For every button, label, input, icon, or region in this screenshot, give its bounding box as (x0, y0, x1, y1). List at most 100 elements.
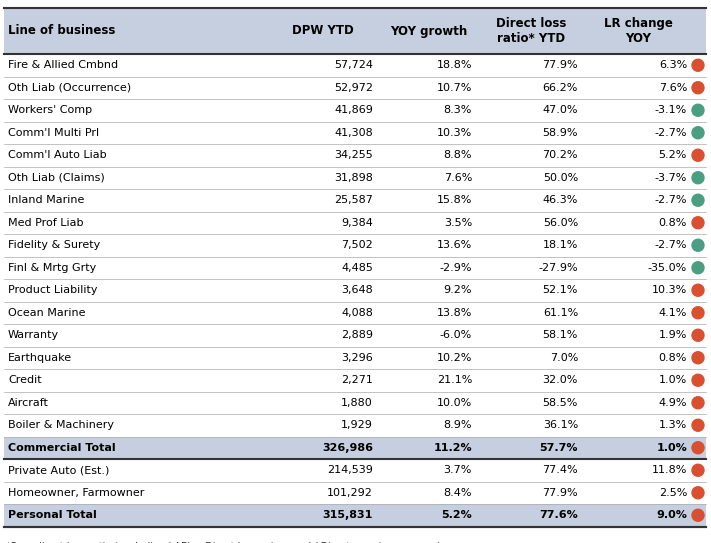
Text: 10.3%: 10.3% (437, 128, 472, 138)
Text: 15.8%: 15.8% (437, 195, 472, 205)
Text: Oth Liab (Occurrence): Oth Liab (Occurrence) (8, 83, 131, 93)
Text: 0.8%: 0.8% (658, 218, 687, 228)
Text: Homeowner, Farmowner: Homeowner, Farmowner (8, 488, 144, 498)
Text: Inland Marine: Inland Marine (8, 195, 85, 205)
Text: -3.1%: -3.1% (655, 105, 687, 115)
Bar (4, 369, 706, 392)
Bar (4, 54, 706, 77)
Circle shape (692, 419, 704, 431)
Text: Workers' Comp: Workers' Comp (8, 105, 92, 115)
Text: Commercial Total: Commercial Total (8, 443, 116, 453)
Text: Comm'l Multi Prl: Comm'l Multi Prl (8, 128, 99, 138)
Text: 4,485: 4,485 (341, 263, 373, 273)
Text: 7.6%: 7.6% (658, 83, 687, 93)
Circle shape (692, 487, 704, 499)
Text: 58.5%: 58.5% (542, 398, 578, 408)
Text: YOY growth: YOY growth (390, 24, 467, 37)
Text: 8.8%: 8.8% (444, 150, 472, 160)
Text: 1.3%: 1.3% (659, 420, 687, 430)
Text: Aircraft: Aircraft (8, 398, 49, 408)
Text: 52.1%: 52.1% (542, 285, 578, 295)
Text: 77.9%: 77.9% (542, 488, 578, 498)
Text: 57.7%: 57.7% (540, 443, 578, 453)
Text: LR change
YOY: LR change YOY (604, 17, 673, 45)
Text: 1.0%: 1.0% (656, 443, 687, 453)
Text: Product Liability: Product Liability (8, 285, 97, 295)
Text: Med Prof Liab: Med Prof Liab (8, 218, 83, 228)
Text: 41,869: 41,869 (334, 105, 373, 115)
Text: 2.5%: 2.5% (658, 488, 687, 498)
Text: 11.2%: 11.2% (434, 443, 472, 453)
Text: 4.1%: 4.1% (658, 308, 687, 318)
Bar (4, 504, 706, 527)
Text: 25,587: 25,587 (334, 195, 373, 205)
Text: Boiler & Machinery: Boiler & Machinery (8, 420, 114, 430)
Text: Fidelity & Surety: Fidelity & Surety (8, 240, 100, 250)
Circle shape (692, 104, 704, 116)
Text: 7,502: 7,502 (341, 240, 373, 250)
Text: Finl & Mrtg Grty: Finl & Mrtg Grty (8, 263, 96, 273)
Text: 77.9%: 77.9% (542, 60, 578, 70)
Circle shape (692, 329, 704, 341)
Circle shape (692, 172, 704, 184)
Circle shape (692, 194, 704, 206)
Text: 2,271: 2,271 (341, 375, 373, 385)
Text: 31,898: 31,898 (334, 173, 373, 183)
Text: 1.0%: 1.0% (659, 375, 687, 385)
Text: Line of business: Line of business (8, 24, 115, 37)
Text: 47.0%: 47.0% (542, 105, 578, 115)
Text: 18.8%: 18.8% (437, 60, 472, 70)
Text: -2.7%: -2.7% (655, 240, 687, 250)
Bar (4, 189, 706, 212)
Text: 32.0%: 32.0% (542, 375, 578, 385)
Text: 5.2%: 5.2% (442, 510, 472, 520)
Circle shape (692, 217, 704, 229)
Text: 50.0%: 50.0% (542, 173, 578, 183)
Text: 3,296: 3,296 (341, 353, 373, 363)
Circle shape (692, 397, 704, 409)
Bar (4, 99, 706, 122)
Text: 6.3%: 6.3% (659, 60, 687, 70)
Bar (4, 346, 706, 369)
Circle shape (692, 149, 704, 161)
Text: 7.0%: 7.0% (550, 353, 578, 363)
Text: 34,255: 34,255 (334, 150, 373, 160)
Text: Warranty: Warranty (8, 330, 59, 340)
Bar (4, 437, 706, 459)
Bar (4, 414, 706, 437)
Text: 9,384: 9,384 (341, 218, 373, 228)
Text: 7.6%: 7.6% (444, 173, 472, 183)
Circle shape (692, 127, 704, 139)
Text: 52,972: 52,972 (334, 83, 373, 93)
Bar (4, 8, 706, 54)
Text: 77.4%: 77.4% (542, 465, 578, 475)
Circle shape (692, 509, 704, 521)
Text: 58.1%: 58.1% (542, 330, 578, 340)
Text: -3.7%: -3.7% (655, 173, 687, 183)
Text: 36.1%: 36.1% (542, 420, 578, 430)
Text: 77.6%: 77.6% (539, 510, 578, 520)
Text: 3.5%: 3.5% (444, 218, 472, 228)
Text: -2.7%: -2.7% (655, 128, 687, 138)
Text: 57,724: 57,724 (334, 60, 373, 70)
Circle shape (692, 82, 704, 94)
Text: 9.0%: 9.0% (656, 510, 687, 520)
Text: 11.8%: 11.8% (651, 465, 687, 475)
Text: 10.7%: 10.7% (437, 83, 472, 93)
Text: 21.1%: 21.1% (437, 375, 472, 385)
Text: 70.2%: 70.2% (542, 150, 578, 160)
Text: -6.0%: -6.0% (439, 330, 472, 340)
Circle shape (692, 374, 704, 386)
Text: -2.9%: -2.9% (439, 263, 472, 273)
Text: 5.2%: 5.2% (658, 150, 687, 160)
Bar (4, 234, 706, 256)
Bar (4, 301, 706, 324)
Bar (4, 77, 706, 99)
Text: 315,831: 315,831 (323, 510, 373, 520)
Bar (4, 122, 706, 144)
Text: 61.1%: 61.1% (542, 308, 578, 318)
Text: Credit: Credit (8, 375, 42, 385)
Circle shape (692, 442, 704, 454)
Text: 10.0%: 10.0% (437, 398, 472, 408)
Text: Oth Liab (Claims): Oth Liab (Claims) (8, 173, 105, 183)
